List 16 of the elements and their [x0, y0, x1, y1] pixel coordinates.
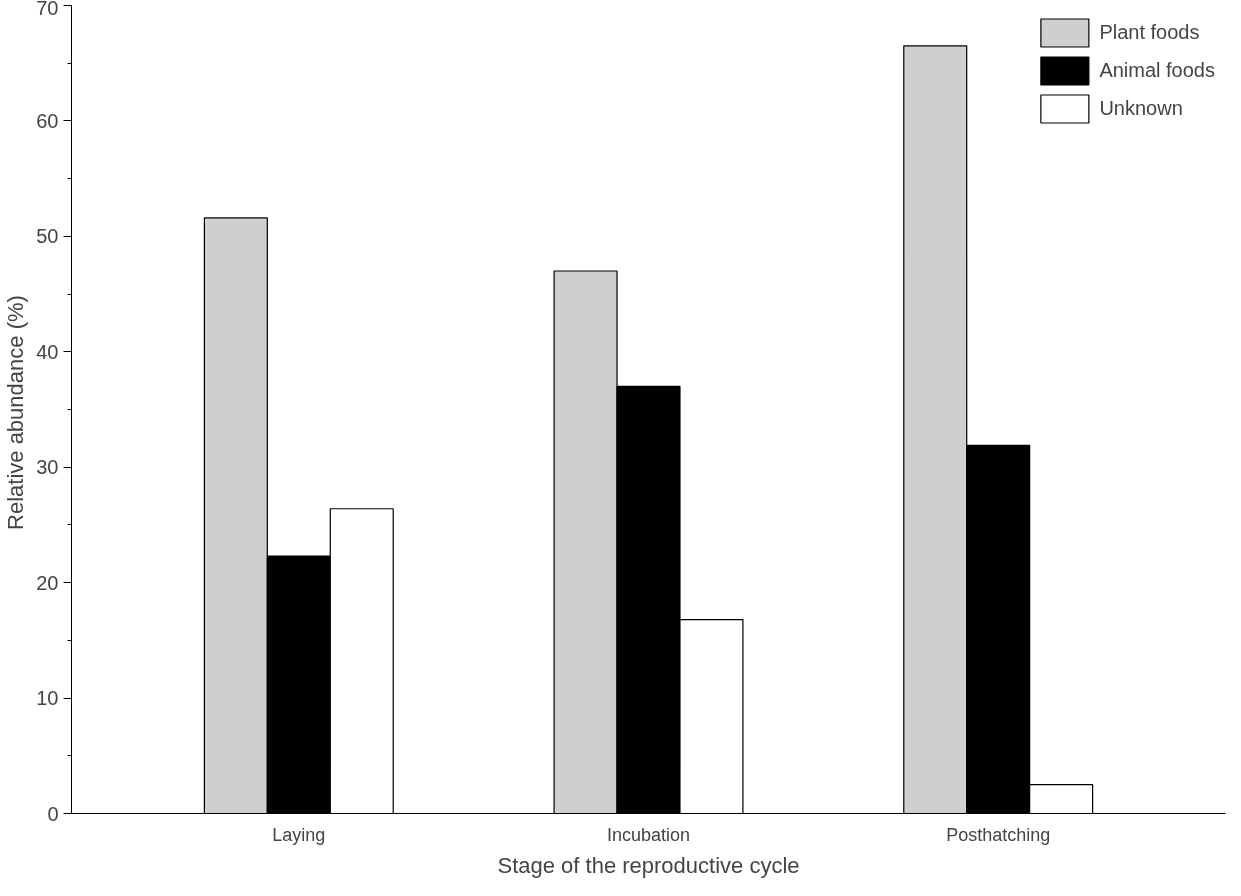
x-tick-label: Posthatching: [946, 824, 1051, 845]
x-tick-label: Incubation: [606, 824, 691, 845]
y-tick-label: 70: [36, 0, 59, 19]
legend-label: Animal foods: [1099, 59, 1215, 82]
x-axis-title: Stage of the reproductive cycle: [497, 852, 800, 878]
y-tick-label: 50: [36, 225, 59, 248]
y-tick-label: 20: [36, 571, 59, 594]
y-tick-label: 0: [47, 802, 59, 825]
y-tick-label: 30: [36, 456, 59, 479]
x-tick-label: Laying: [272, 824, 326, 845]
y-axis-title: Relative abundance (%): [3, 295, 29, 530]
legend-label: Plant foods: [1099, 21, 1200, 44]
y-tick-label: 10: [36, 687, 59, 710]
y-tick-label: 60: [36, 109, 59, 132]
y-tick-label: 40: [36, 340, 59, 363]
legend-label: Unknown: [1099, 97, 1183, 120]
